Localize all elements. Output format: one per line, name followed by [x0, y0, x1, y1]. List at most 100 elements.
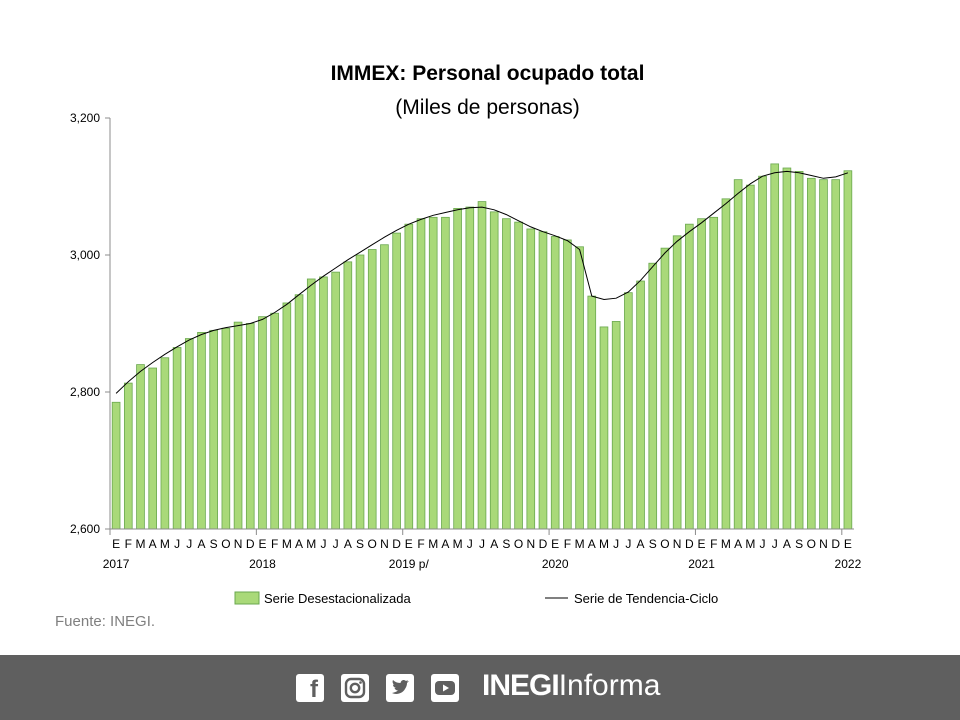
y-tick-label: 3,200: [70, 111, 100, 125]
bar: [148, 367, 157, 530]
year-label: 2022: [835, 557, 862, 571]
bar: [319, 276, 328, 530]
x-tick-label: J: [613, 537, 619, 551]
brand-bold: INEGI: [482, 669, 560, 702]
bar: [624, 292, 633, 530]
year-label: 2019 p/: [389, 557, 430, 571]
bar: [526, 228, 536, 530]
bar: [416, 218, 426, 530]
bar: [331, 271, 340, 530]
trend-line: [115, 170, 849, 394]
x-tick-label: M: [306, 537, 316, 551]
bar: [709, 216, 719, 530]
x-tick-label: N: [673, 537, 682, 551]
bar: [550, 236, 560, 530]
x-tick-label: D: [392, 537, 401, 551]
x-tick-label: N: [234, 537, 243, 551]
x-tick-label: M: [721, 537, 731, 551]
youtube-icon[interactable]: [431, 674, 459, 702]
x-tick-label: M: [453, 537, 463, 551]
bar: [807, 177, 816, 530]
x-tick-label: N: [819, 537, 828, 551]
year-label: 2018: [249, 557, 276, 571]
x-tick-label: M: [135, 537, 145, 551]
x-tick-label: O: [514, 537, 523, 551]
bar: [221, 327, 231, 530]
x-tick-label: A: [344, 537, 352, 551]
bar: [575, 246, 584, 530]
x-tick-label: M: [282, 537, 292, 551]
x-tick-label: M: [575, 537, 585, 551]
bar: [404, 223, 414, 530]
x-tick-label: S: [210, 537, 218, 551]
x-tick-label: E: [258, 537, 266, 551]
bar: [465, 206, 475, 530]
bar: [636, 280, 645, 530]
bar: [733, 179, 743, 530]
x-tick-label: D: [685, 537, 694, 551]
x-tick-label: O: [807, 537, 816, 551]
y-tick-label: 2,800: [70, 385, 100, 399]
x-tick-label: M: [745, 537, 755, 551]
instagram-icon[interactable]: [341, 674, 369, 702]
bar: [538, 231, 548, 530]
x-tick-label: M: [428, 537, 438, 551]
bar-series: [111, 163, 853, 530]
bar: [294, 294, 304, 530]
bar: [123, 382, 133, 530]
brand-logo: INEGIInforma: [482, 669, 660, 703]
bar: [721, 198, 731, 530]
bar: [428, 216, 438, 530]
bar: [746, 184, 755, 530]
x-tick-label: A: [441, 537, 449, 551]
legend-swatch-bars: [234, 591, 260, 605]
bar: [367, 249, 377, 530]
y-axis: 2,600 2,800 3,000 3,200: [70, 111, 111, 536]
bar: [843, 170, 853, 530]
bar: [648, 262, 658, 530]
x-tick-label: F: [417, 537, 424, 551]
x-tick-label: A: [295, 537, 303, 551]
x-tick-label: O: [368, 537, 377, 551]
trend-series: [115, 170, 849, 394]
bar: [758, 175, 767, 530]
bar: [184, 338, 194, 530]
bar: [282, 302, 292, 530]
x-tick-label: M: [160, 537, 170, 551]
twitter-icon[interactable]: [386, 674, 414, 702]
bar: [660, 247, 670, 530]
bar: [209, 329, 218, 530]
bar: [782, 167, 792, 530]
x-tick-label: J: [479, 537, 485, 551]
bar: [111, 401, 121, 530]
legend-label-trend: Serie de Tendencia-Ciclo: [574, 591, 718, 606]
bar: [794, 171, 804, 530]
bar: [160, 357, 170, 530]
bar: [270, 312, 279, 530]
bar: [685, 223, 694, 530]
bar: [306, 278, 316, 530]
x-tick-label: S: [502, 537, 510, 551]
chart-subtitle: (Miles de personas): [395, 96, 580, 119]
x-tick-label: F: [564, 537, 571, 551]
x-tick-label: E: [112, 537, 120, 551]
year-label: 2020: [542, 557, 569, 571]
bar: [819, 179, 828, 530]
bar: [343, 261, 353, 530]
x-tick-label: A: [637, 537, 645, 551]
bar: [831, 179, 841, 530]
y-tick-label: 3,000: [70, 248, 100, 262]
bar: [563, 239, 572, 530]
bar: [258, 316, 267, 530]
x-tick-label: J: [625, 537, 631, 551]
x-tick-label: F: [271, 537, 278, 551]
x-tick-label: J: [320, 537, 326, 551]
x-tick-label: A: [588, 537, 596, 551]
year-label: 2017: [103, 557, 130, 571]
footer-bar: [0, 655, 960, 720]
bar: [477, 201, 487, 530]
x-tick-label: S: [795, 537, 803, 551]
facebook-icon[interactable]: f: [296, 674, 324, 703]
